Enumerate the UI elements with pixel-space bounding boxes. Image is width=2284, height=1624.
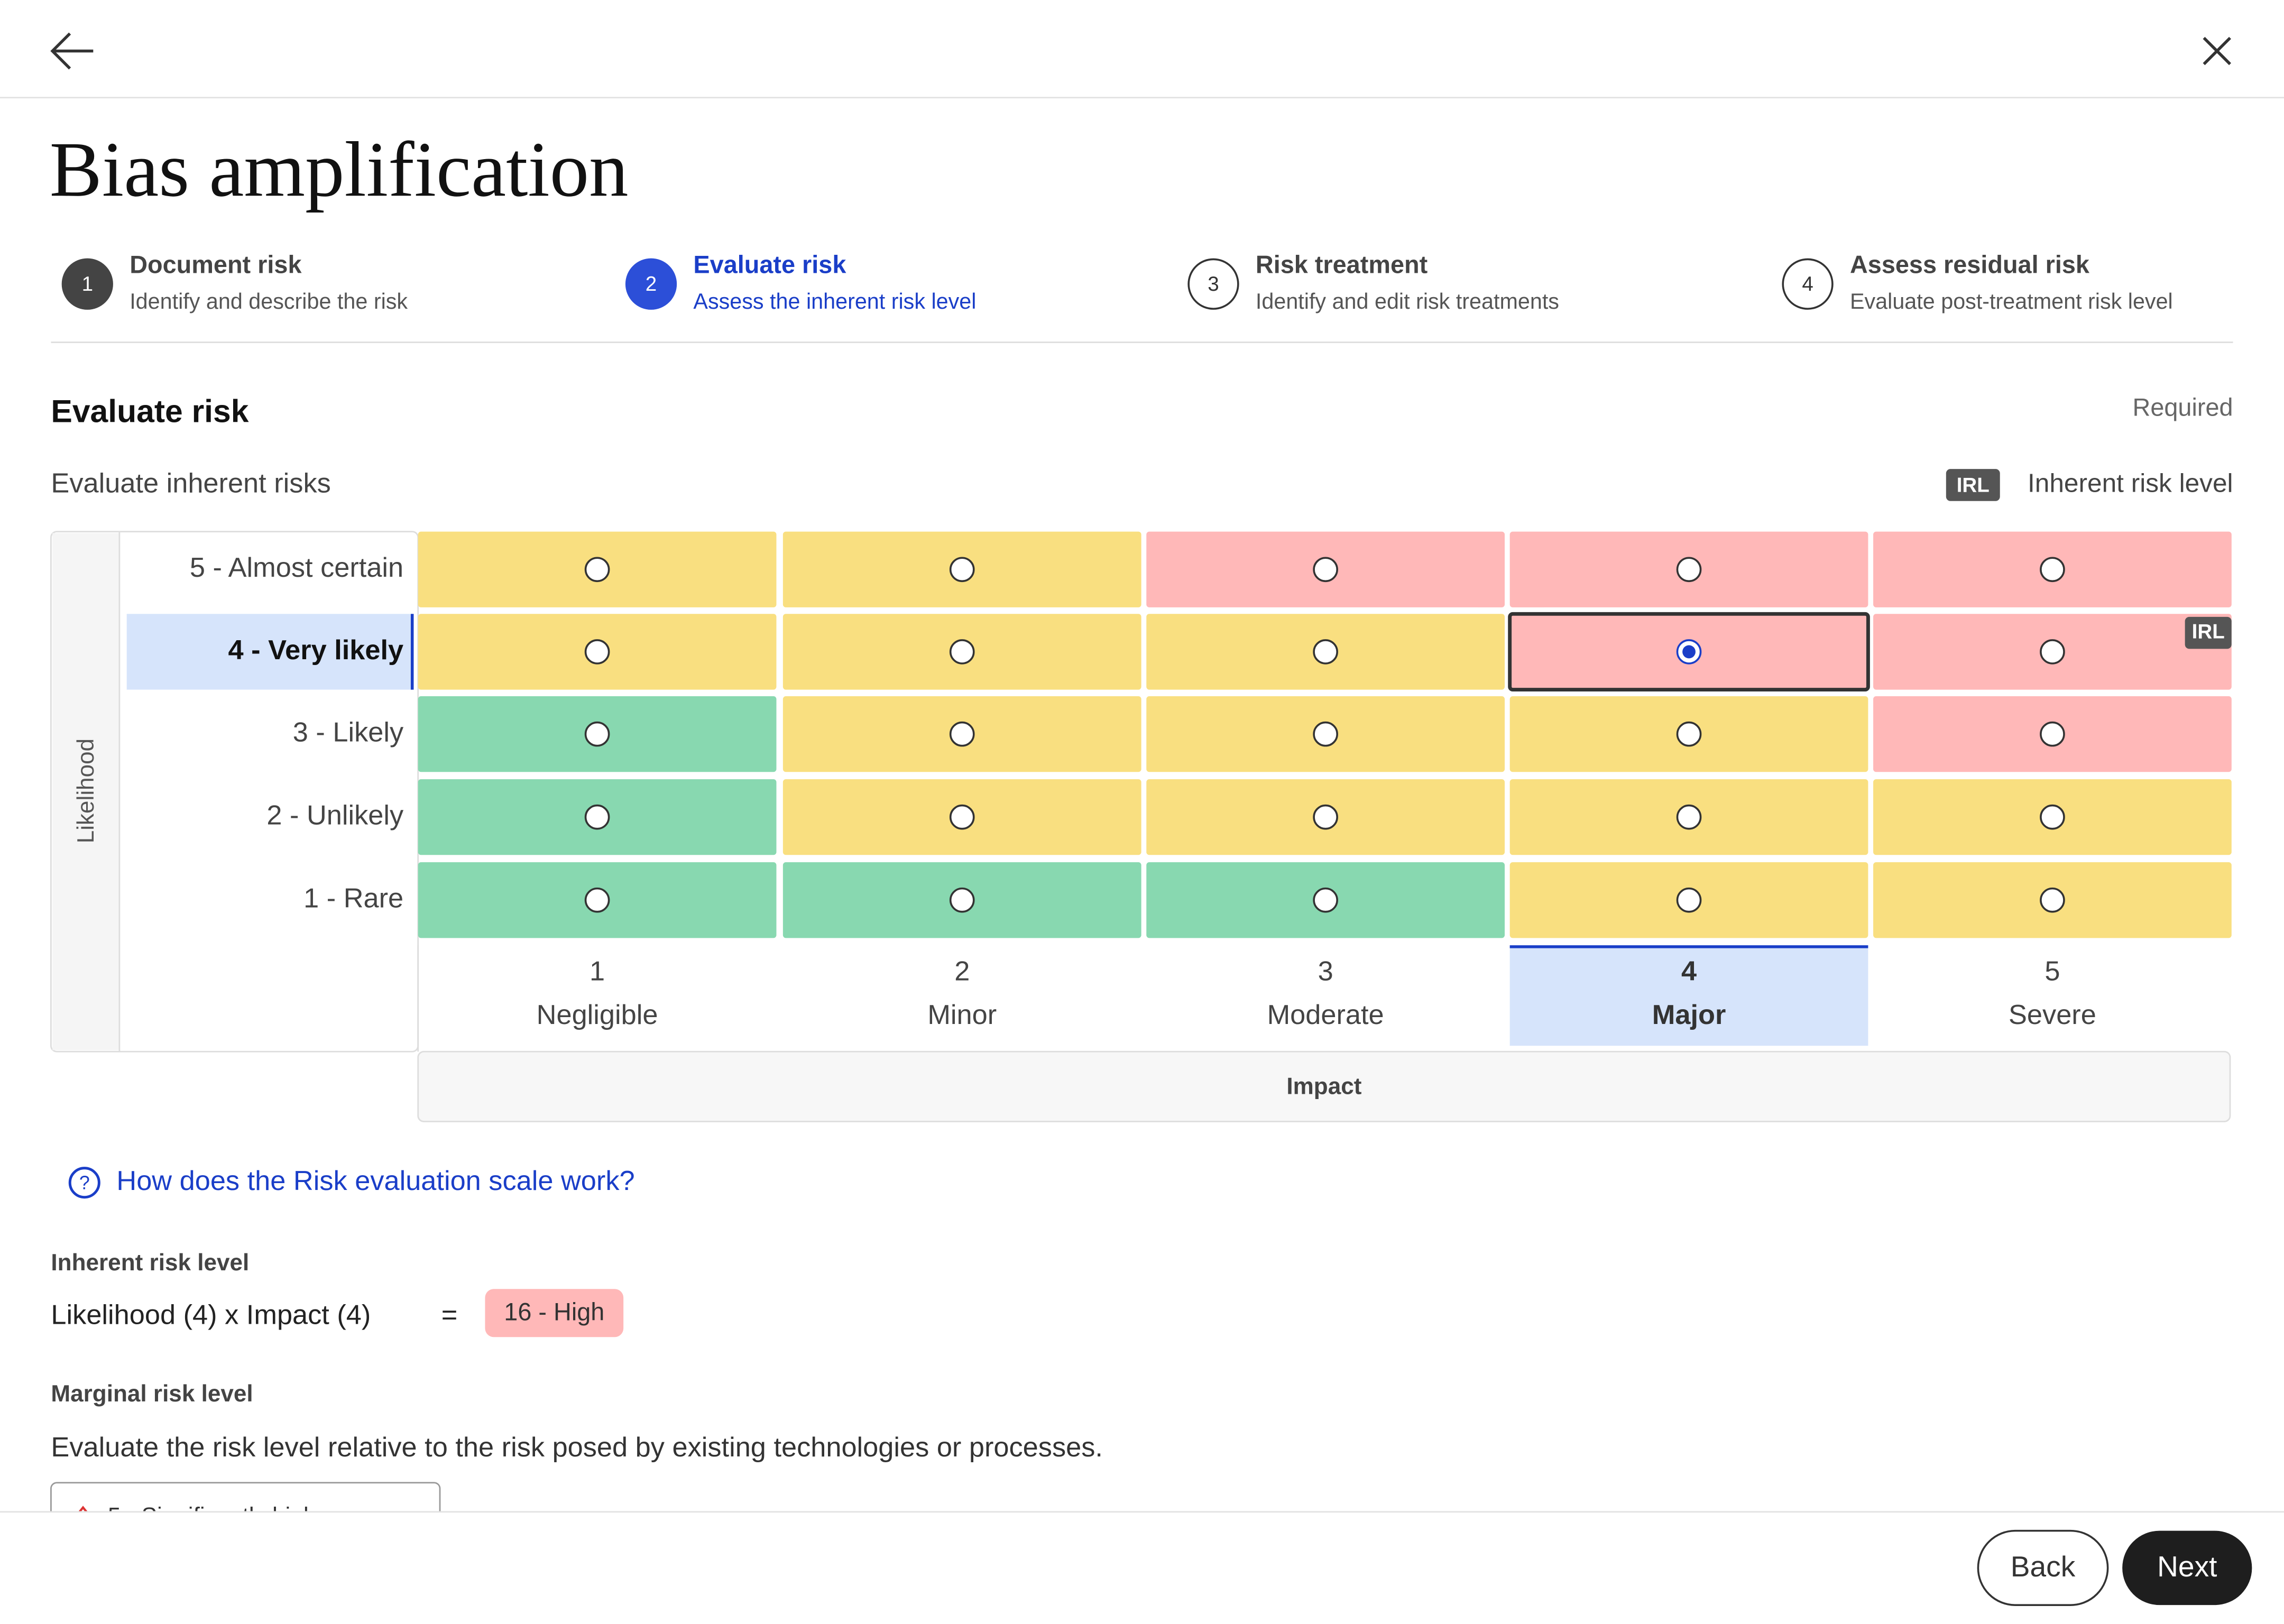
legend-badge-bg — [1946, 469, 2000, 501]
radio[interactable] — [2040, 639, 2065, 665]
legend-badge: IRL — [1957, 474, 1990, 496]
radio[interactable] — [1676, 557, 1702, 583]
irl-badge-bg — [2185, 616, 2232, 649]
step-subtitle: Assess the inherent risk level — [693, 289, 976, 313]
radio[interactable] — [949, 804, 975, 830]
row-label: 4 - Very likely — [228, 635, 404, 666]
dropdown[interactable]: 5 - Significantly higher — [50, 1482, 441, 1547]
radio[interactable] — [949, 639, 975, 665]
radio[interactable] — [949, 557, 975, 583]
radio[interactable] — [1676, 721, 1702, 747]
step-number: 4 — [1802, 273, 1813, 296]
radio[interactable] — [2040, 804, 2065, 830]
y-axis-band — [52, 533, 119, 1050]
step-title: Evaluate risk — [693, 251, 846, 279]
column-highlight — [1509, 945, 1868, 1046]
footer — [0, 1511, 2284, 1624]
result-badge — [485, 1289, 624, 1337]
step-circle[interactable] — [625, 258, 677, 310]
risk-matrix: Likelihood Impact 5 - Almost certain 4 - … — [50, 531, 2232, 1122]
radio[interactable] — [2040, 887, 2065, 913]
inherent-result: 16 - High — [504, 1298, 604, 1326]
radio[interactable] — [1313, 887, 1338, 913]
back-arrow[interactable] — [50, 32, 94, 70]
radio[interactable] — [584, 639, 610, 665]
inherent-formula: Likelihood (4) x Impact (4) — [51, 1299, 371, 1330]
step-circle[interactable] — [61, 258, 113, 310]
section-title: Evaluate risk — [51, 393, 248, 429]
step-title: Risk treatment — [1256, 251, 1428, 279]
radio[interactable] — [2040, 557, 2065, 583]
y-axis-label: Likelihood — [73, 739, 99, 844]
column-number: 5 — [2044, 956, 2060, 986]
close-button[interactable] — [2203, 36, 2232, 66]
x-axis-band — [417, 1050, 2231, 1122]
row-label: 5 - Almost certain — [190, 552, 403, 583]
radio[interactable] — [949, 721, 975, 747]
irl-badge: IRL — [2192, 620, 2225, 643]
column-number: 2 — [954, 956, 970, 986]
column-label: Severe — [2009, 1000, 2096, 1030]
next-button-label: Next — [2157, 1550, 2217, 1583]
column-number: 3 — [1318, 956, 1333, 986]
step-number: 1 — [82, 273, 93, 296]
step-number: 2 — [646, 273, 657, 296]
radio[interactable] — [1313, 639, 1338, 665]
radio[interactable] — [584, 887, 610, 913]
row-label: 3 - Likely — [293, 717, 404, 748]
row-highlight — [126, 614, 412, 690]
row-label: 1 - Rare — [303, 883, 403, 914]
radio-dot — [1682, 645, 1696, 659]
column-label: Major — [1652, 1000, 1726, 1030]
help-icon-glyph: ? — [79, 1172, 90, 1193]
radio[interactable] — [584, 721, 610, 747]
radio[interactable] — [1676, 887, 1702, 913]
radio[interactable] — [1313, 804, 1338, 830]
inherent-equals: = — [441, 1299, 458, 1330]
step-subtitle: Identify and edit risk treatments — [1256, 289, 1559, 313]
step-title: Assess residual risk — [1850, 251, 2090, 279]
help-link[interactable]: How does the Risk evaluation scale work? — [116, 1166, 634, 1196]
column-number: 1 — [590, 956, 605, 986]
row-label: 2 - Unlikely — [266, 800, 404, 831]
step-subtitle: Evaluate post-treatment risk level — [1850, 289, 2173, 313]
x-axis-label: Impact — [1286, 1074, 1361, 1100]
radio[interactable] — [1313, 721, 1338, 747]
radio[interactable] — [584, 557, 610, 583]
back-button-label: Back — [2011, 1550, 2076, 1583]
column-number: 4 — [1681, 956, 1697, 986]
step-title: Document risk — [130, 251, 302, 279]
radio[interactable] — [1676, 804, 1702, 830]
inherent-title: Inherent risk level — [51, 1250, 249, 1276]
legend-label: Inherent risk level — [2028, 468, 2233, 498]
radio[interactable] — [949, 887, 975, 913]
marginal-description: Evaluate the risk level relative to the … — [51, 1432, 1102, 1463]
step-number: 3 — [1208, 273, 1219, 296]
marginal-title: Marginal risk level — [51, 1381, 253, 1407]
back-button[interactable] — [1977, 1529, 2109, 1606]
required-label: Required — [2133, 394, 2233, 421]
dropdown-value: 5 - Significantly higher — [108, 1503, 337, 1529]
stepper: 1 Document risk Identify and describe the … — [61, 251, 2173, 313]
step-circle[interactable] — [1187, 258, 1239, 310]
step-subtitle: Identify and describe the risk — [130, 289, 408, 313]
column-label: Minor — [927, 1000, 997, 1030]
page-title: Bias amplification — [50, 126, 629, 213]
help-icon[interactable] — [68, 1167, 100, 1199]
section-subtitle: Evaluate inherent risks — [51, 468, 330, 499]
step-circle[interactable] — [1782, 258, 1834, 310]
radio[interactable] — [584, 804, 610, 830]
radio[interactable] — [2040, 721, 2065, 747]
next-button[interactable] — [2122, 1530, 2252, 1605]
column-label: Moderate — [1267, 1000, 1384, 1030]
radio[interactable] — [1313, 557, 1338, 583]
column-label: Negligible — [537, 1000, 658, 1030]
